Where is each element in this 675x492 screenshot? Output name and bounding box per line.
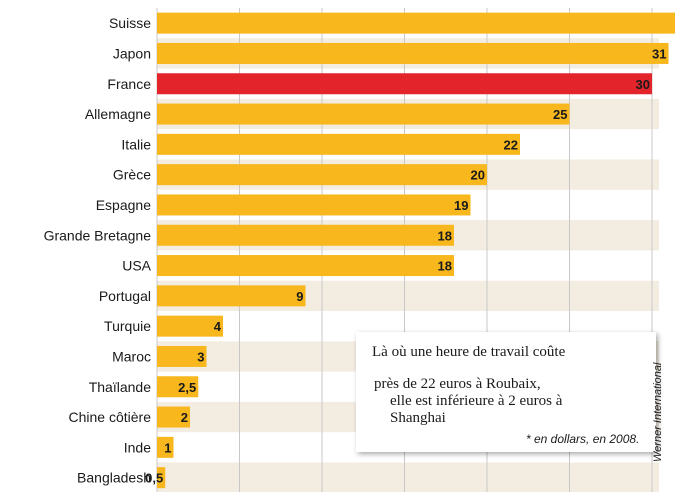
source-credit: Werner International xyxy=(652,362,664,462)
bars xyxy=(157,12,675,489)
value-label: 22 xyxy=(504,137,518,152)
value-label: 2 xyxy=(181,410,188,425)
bar xyxy=(157,285,306,307)
bar xyxy=(157,133,520,155)
value-label: 9 xyxy=(296,289,303,304)
value-label: 2,5 xyxy=(178,380,196,395)
category-label: Japon xyxy=(113,45,151,61)
value-label: 0,5 xyxy=(145,471,163,486)
annotation-line-4: Shanghai xyxy=(390,410,446,426)
bar xyxy=(157,436,174,458)
value-label: 4 xyxy=(214,319,222,334)
bar xyxy=(157,164,487,186)
value-label: 18 xyxy=(438,259,452,274)
bar xyxy=(157,345,207,367)
footnote: * en dollars, en 2008. xyxy=(526,432,640,446)
value-label: 18 xyxy=(438,228,452,243)
category-label: Maroc xyxy=(112,348,151,364)
category-label: Grèce xyxy=(113,167,151,183)
value-label: 3 xyxy=(197,349,204,364)
category-label: Espagne xyxy=(96,197,151,213)
bar xyxy=(157,12,675,34)
category-label: USA xyxy=(122,258,151,274)
annotation-line-2: près de 22 euros à Roubaix, xyxy=(374,376,541,392)
value-label: 20 xyxy=(471,168,485,183)
bar xyxy=(157,73,652,95)
category-label: Bangladesh xyxy=(77,470,151,486)
bar xyxy=(157,406,190,428)
bar xyxy=(157,315,223,337)
annotation-line-1: Là où une heure de travail coûte xyxy=(372,344,566,360)
value-label: 19 xyxy=(454,198,468,213)
value-label: 30 xyxy=(636,77,650,92)
bar xyxy=(157,467,166,489)
category-label: Turquie xyxy=(104,318,151,334)
category-label: Allemagne xyxy=(85,106,151,122)
bar xyxy=(157,42,669,64)
category-label: Chine côtière xyxy=(69,409,152,425)
category-label: Suisse xyxy=(109,15,151,31)
row-stripe xyxy=(157,462,659,492)
bar xyxy=(157,376,199,398)
category-label: Grande Bretagne xyxy=(44,227,152,243)
bar xyxy=(157,194,471,216)
value-label: 31 xyxy=(652,46,666,61)
category-label: Italie xyxy=(121,136,151,152)
value-label: 25 xyxy=(553,107,567,122)
bar xyxy=(157,224,454,246)
bar xyxy=(157,103,570,125)
value-label: 1 xyxy=(164,440,171,455)
bar xyxy=(157,255,454,277)
category-label: Portugal xyxy=(99,288,151,304)
category-labels: Suisse Japon France Allemagne Italie Grèce Esp… xyxy=(44,15,152,486)
category-label: Thaïlande xyxy=(89,379,151,395)
annotation-line-3: elle est inférieure à 2 euros à xyxy=(390,393,563,409)
annotation-box: Là où une heure de travail coûte près de… xyxy=(356,332,656,452)
category-label: France xyxy=(107,76,151,92)
category-label: Inde xyxy=(124,439,151,455)
